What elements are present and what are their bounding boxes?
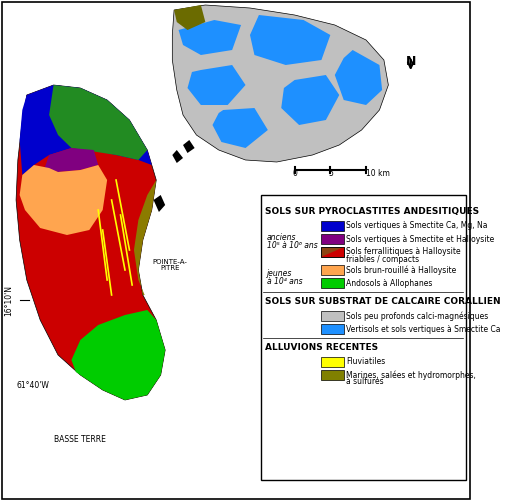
Text: friables / compacts: friables / compacts	[346, 255, 420, 264]
Polygon shape	[183, 140, 195, 153]
Bar	[322, 278, 344, 288]
Polygon shape	[20, 85, 152, 175]
Polygon shape	[178, 20, 241, 55]
Text: 10⁵ à 10⁶ ans: 10⁵ à 10⁶ ans	[267, 241, 318, 250]
Text: 61°40'W: 61°40'W	[16, 380, 49, 389]
Bar	[322, 370, 344, 380]
Polygon shape	[71, 310, 165, 400]
Bar	[322, 247, 344, 257]
Text: à 10⁴ ans: à 10⁴ ans	[267, 278, 303, 287]
Text: SOLS SUR SUBSTRAT DE CALCAIRE CORALLIEN: SOLS SUR SUBSTRAT DE CALCAIRE CORALLIEN	[265, 297, 501, 306]
Polygon shape	[45, 148, 98, 172]
Text: Sols vertiques à Smectite et Halloysite: Sols vertiques à Smectite et Halloysite	[346, 234, 495, 243]
Bar	[322, 247, 344, 257]
Polygon shape	[20, 165, 107, 235]
Text: Vertisols et sols vertiques à Smectite Ca: Vertisols et sols vertiques à Smectite C…	[346, 325, 501, 334]
Text: Sols brun-rouillé à Halloysite: Sols brun-rouillé à Halloysite	[346, 265, 457, 275]
Text: N: N	[406, 55, 416, 68]
Polygon shape	[212, 108, 268, 148]
Bar	[322, 324, 344, 334]
Polygon shape	[281, 75, 340, 125]
Text: POINTE-A-
PITRE: POINTE-A- PITRE	[152, 259, 187, 272]
Bar	[261, 195, 466, 480]
Text: jeunes: jeunes	[267, 270, 293, 279]
Text: Andosols à Allophanes: Andosols à Allophanes	[346, 279, 433, 288]
Text: Fluviatiles: Fluviatiles	[346, 358, 385, 367]
Polygon shape	[335, 50, 382, 105]
Text: Sols peu profonds calci-magnésiques: Sols peu profonds calci-magnésiques	[346, 311, 488, 321]
Bar	[322, 221, 344, 231]
Bar	[322, 357, 344, 367]
Text: Sols vertiques à Smectite Ca, Mg, Na: Sols vertiques à Smectite Ca, Mg, Na	[346, 221, 488, 230]
Text: 0: 0	[292, 169, 297, 178]
Text: Sols ferrallitiques à Halloysite: Sols ferrallitiques à Halloysite	[346, 247, 461, 257]
Polygon shape	[172, 5, 389, 162]
Text: BASSE TERRE: BASSE TERRE	[54, 435, 106, 444]
Polygon shape	[174, 5, 205, 30]
Text: SOLS SUR PYROCLASTITES ANDESITIQUES: SOLS SUR PYROCLASTITES ANDESITIQUES	[265, 207, 479, 216]
Text: 5: 5	[328, 169, 333, 178]
Polygon shape	[134, 180, 156, 295]
Polygon shape	[154, 195, 165, 212]
Text: 16°10'N: 16°10'N	[4, 285, 14, 316]
Polygon shape	[49, 85, 147, 160]
Text: Marines, salées et hydromorphes,: Marines, salées et hydromorphes,	[346, 370, 476, 380]
Bar	[322, 311, 344, 321]
Polygon shape	[322, 247, 344, 257]
Text: à sulfures: à sulfures	[346, 377, 384, 386]
Polygon shape	[16, 85, 165, 400]
Text: 10 km: 10 km	[366, 169, 390, 178]
Polygon shape	[172, 150, 183, 163]
Polygon shape	[187, 65, 246, 105]
Bar	[322, 234, 344, 244]
Text: ALLUVIONS RECENTES: ALLUVIONS RECENTES	[265, 343, 378, 352]
Text: anciens: anciens	[267, 233, 296, 242]
Polygon shape	[250, 15, 331, 65]
Bar	[322, 265, 344, 275]
